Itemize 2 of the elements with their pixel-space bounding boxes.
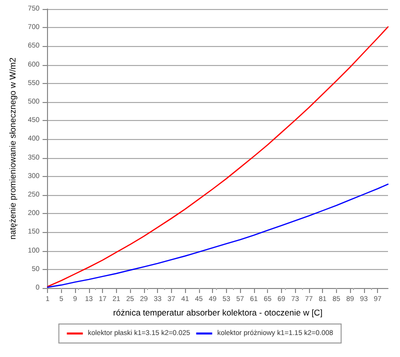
x-axis-title: różnica temperatur absorber kolektora - otoczenie w [C] — [113, 308, 322, 318]
y-axis-title: natężenie promieniowanie słonecznego w W/m2 — [8, 57, 18, 240]
